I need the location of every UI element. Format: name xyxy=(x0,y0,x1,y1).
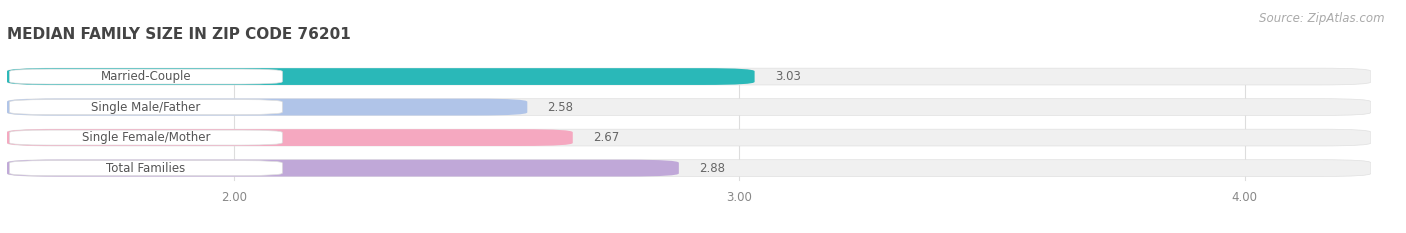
FancyBboxPatch shape xyxy=(7,68,1371,85)
FancyBboxPatch shape xyxy=(10,130,283,145)
Text: Single Male/Father: Single Male/Father xyxy=(91,101,201,113)
Text: 2.88: 2.88 xyxy=(699,162,725,175)
Text: 2.58: 2.58 xyxy=(547,101,574,113)
Text: 2.67: 2.67 xyxy=(593,131,619,144)
Text: MEDIAN FAMILY SIZE IN ZIP CODE 76201: MEDIAN FAMILY SIZE IN ZIP CODE 76201 xyxy=(7,27,350,42)
FancyBboxPatch shape xyxy=(7,160,679,176)
Text: Married-Couple: Married-Couple xyxy=(101,70,191,83)
FancyBboxPatch shape xyxy=(10,161,283,176)
FancyBboxPatch shape xyxy=(7,99,527,116)
FancyBboxPatch shape xyxy=(7,99,1371,116)
FancyBboxPatch shape xyxy=(10,69,283,84)
Text: Single Female/Mother: Single Female/Mother xyxy=(82,131,209,144)
Text: Source: ZipAtlas.com: Source: ZipAtlas.com xyxy=(1260,12,1385,25)
FancyBboxPatch shape xyxy=(7,129,572,146)
Text: 3.03: 3.03 xyxy=(775,70,800,83)
FancyBboxPatch shape xyxy=(7,160,1371,176)
FancyBboxPatch shape xyxy=(7,68,755,85)
FancyBboxPatch shape xyxy=(7,129,1371,146)
FancyBboxPatch shape xyxy=(10,99,283,115)
Text: Total Families: Total Families xyxy=(107,162,186,175)
